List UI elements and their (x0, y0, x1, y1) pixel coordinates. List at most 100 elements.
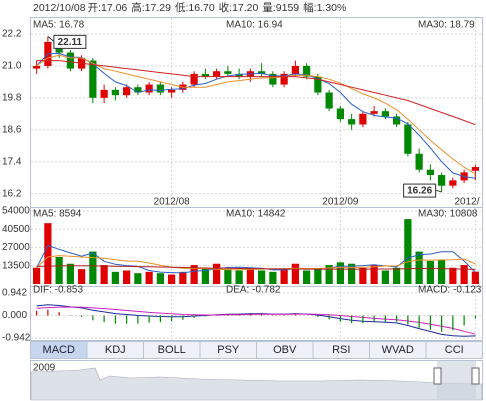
navigator-window[interactable] (437, 361, 476, 399)
ma-line (36, 60, 476, 126)
y-tick-label: -0.942 (2, 333, 31, 344)
volume-bar (145, 271, 153, 284)
volume-bar (201, 267, 209, 284)
volume-bar (370, 265, 378, 284)
candle-body (224, 71, 232, 74)
volume-bar (246, 267, 254, 284)
volume-bar (314, 269, 322, 284)
y-tick-label: 27000 (2, 242, 30, 253)
candle-body (471, 167, 479, 171)
ma-line (36, 244, 476, 274)
navigator-handle[interactable] (433, 367, 442, 385)
macd-bar (384, 315, 386, 322)
annotation-box (403, 183, 437, 198)
ma-line (36, 265, 476, 270)
macd-bar (103, 315, 105, 323)
macd-bar (261, 314, 263, 316)
volume-bar (66, 263, 74, 284)
candle-body (145, 84, 153, 93)
volume-bar (460, 265, 468, 284)
tab-label[interactable]: OBV (273, 344, 297, 356)
candle-body (258, 71, 266, 74)
volume-bar (55, 256, 63, 284)
legend-entry: MA10: 16.94 (226, 20, 283, 31)
volume-bar (449, 267, 457, 284)
candle-body (336, 108, 344, 120)
header-field: 幅:1.30% (303, 1, 346, 14)
y-tick-label: 16.2 (2, 188, 22, 199)
volume-bar (111, 271, 119, 284)
macd-bar (171, 315, 173, 322)
volume-bar (89, 251, 97, 284)
macd-bar (193, 315, 195, 318)
annotation: 16.26 (407, 186, 432, 197)
volume-bar (438, 259, 446, 284)
annotation: 22.11 (58, 37, 83, 48)
volume-bar (404, 219, 412, 284)
tab-label[interactable]: BOLL (158, 344, 186, 356)
candle-body (325, 92, 333, 109)
tab-label[interactable]: RSI (332, 344, 350, 356)
candle-body (393, 116, 401, 125)
macd-bar (238, 314, 240, 316)
navigator-handle[interactable] (471, 367, 480, 385)
candle-body (201, 73, 209, 77)
candle-body (134, 87, 142, 93)
tab-label[interactable]: MACD (43, 344, 75, 356)
macd-bar (396, 315, 398, 322)
ma-line (36, 54, 476, 175)
candle-body (190, 73, 198, 85)
x-tick-label: 2012/09 (322, 197, 359, 208)
macd-bar (328, 315, 330, 320)
candle-body (449, 180, 457, 186)
header-field: 低:16.70 (175, 1, 215, 14)
x-tick-label: 2012/ (454, 197, 479, 208)
candle-body (111, 89, 119, 96)
navigator-area (30, 367, 483, 401)
legend-entry: MACD: -0.123 (418, 285, 482, 296)
header-field: 收:17.20 (219, 1, 259, 14)
indicator-tabs: MACD KDJ BOLL PSY OBV RSI WVAD CCI (30, 341, 483, 359)
macd-bar (148, 315, 150, 323)
volume-bar (235, 270, 243, 284)
tab-label[interactable]: WVAD (382, 344, 414, 356)
legend-entry: MA10: 14842 (226, 209, 286, 220)
tab-label[interactable]: CCI (445, 344, 464, 356)
volume-bar (471, 271, 479, 284)
macd-bar (249, 314, 251, 316)
volume-bar (44, 223, 52, 284)
macd-bar (418, 315, 420, 328)
y-tick-label: 54000 (2, 206, 30, 217)
legend-entry: MA5: 8594 (33, 209, 82, 220)
candle-body (426, 169, 434, 176)
y-tick-label: 21.0 (2, 61, 22, 72)
macd-bar (441, 315, 443, 332)
volume-bar (336, 262, 344, 284)
y-tick-label: 0.942 (2, 288, 27, 299)
candle-body (415, 153, 423, 170)
volume-bar (156, 273, 164, 284)
volume-bar (325, 265, 333, 284)
candle-body (168, 89, 176, 93)
tab[interactable] (425, 341, 483, 359)
volume-bar (33, 267, 41, 284)
legend-entry: MA5: 16.78 (33, 20, 85, 31)
macd-bar (339, 315, 341, 322)
tab-label[interactable]: PSY (217, 344, 240, 356)
annotation-pointer (435, 189, 442, 193)
y-tick-label: 0.000 (2, 310, 27, 321)
macd-bar (126, 315, 128, 324)
candle-body (123, 87, 131, 96)
header-field: 2012/10/08 (33, 2, 86, 14)
y-tick-label: 22.2 (2, 29, 22, 40)
macd-bar (204, 315, 206, 317)
candle-body (33, 65, 41, 69)
volume-bar (213, 263, 221, 284)
macd-bar (452, 315, 454, 331)
candle-body (348, 119, 356, 125)
candle-body (438, 175, 446, 186)
legend-entry: MA30: 10808 (418, 209, 478, 220)
ma-line (36, 255, 476, 271)
volume-bar (134, 273, 142, 284)
tab-label[interactable]: KDJ (105, 344, 126, 356)
